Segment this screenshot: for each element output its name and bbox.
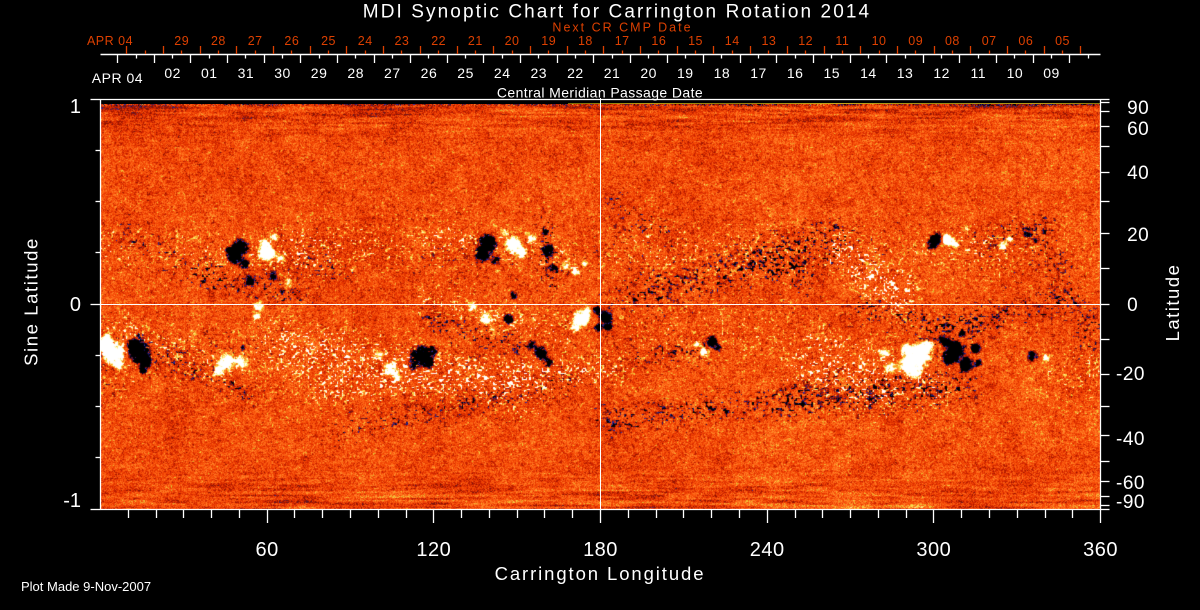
- svg-text:60: 60: [1116, 119, 1149, 140]
- svg-text:07: 07: [982, 34, 997, 48]
- svg-text:22: 22: [431, 34, 446, 48]
- svg-text:19: 19: [677, 65, 694, 81]
- svg-text:25: 25: [457, 65, 474, 81]
- svg-text:20: 20: [505, 34, 520, 48]
- svg-text:27: 27: [248, 34, 263, 48]
- svg-text:11: 11: [835, 34, 849, 48]
- svg-text:08: 08: [945, 34, 960, 48]
- svg-text:25: 25: [321, 34, 336, 48]
- svg-text:-90: -90: [1116, 492, 1145, 513]
- svg-text:23: 23: [394, 34, 409, 48]
- svg-text:16: 16: [787, 65, 804, 81]
- svg-text:28: 28: [347, 65, 364, 81]
- svg-text:13: 13: [761, 34, 776, 48]
- svg-text:10: 10: [1007, 65, 1024, 81]
- svg-text:23: 23: [531, 65, 548, 81]
- svg-text:180: 180: [583, 539, 618, 561]
- svg-text:29: 29: [311, 65, 328, 81]
- svg-text:APR 04: APR 04: [92, 70, 143, 86]
- svg-text:18: 18: [578, 34, 593, 48]
- svg-text:30: 30: [274, 65, 291, 81]
- svg-text:Sine Latitude: Sine Latitude: [21, 237, 42, 366]
- svg-text:APR 04: APR 04: [87, 34, 133, 48]
- svg-text:11: 11: [970, 65, 986, 81]
- svg-text:-60: -60: [1116, 473, 1145, 494]
- svg-text:17: 17: [750, 65, 767, 81]
- svg-text:-40: -40: [1116, 429, 1145, 450]
- svg-text:31: 31: [238, 65, 255, 81]
- svg-text:14: 14: [860, 65, 877, 81]
- svg-text:12: 12: [798, 34, 813, 48]
- svg-text:21: 21: [468, 34, 483, 48]
- svg-text:17: 17: [615, 34, 630, 48]
- svg-text:26: 26: [284, 34, 299, 48]
- svg-text:20: 20: [640, 65, 657, 81]
- svg-text:120: 120: [416, 539, 451, 561]
- svg-text:09: 09: [1043, 65, 1060, 81]
- svg-text:300: 300: [916, 539, 951, 561]
- svg-text:06: 06: [1018, 34, 1033, 48]
- svg-text:15: 15: [688, 34, 703, 48]
- svg-text:02: 02: [164, 65, 181, 81]
- svg-text:360: 360: [1083, 539, 1118, 561]
- svg-text:90: 90: [1116, 98, 1149, 119]
- svg-text:09: 09: [908, 34, 923, 48]
- svg-text:12: 12: [933, 65, 950, 81]
- svg-text:0: 0: [1116, 295, 1138, 316]
- svg-text:Latitude: Latitude: [1162, 264, 1183, 342]
- svg-text:29: 29: [174, 34, 189, 48]
- svg-text:0: 0: [70, 294, 81, 316]
- svg-text:15: 15: [823, 65, 840, 81]
- svg-text:240: 240: [750, 539, 785, 561]
- svg-text:20: 20: [1116, 225, 1149, 246]
- svg-text:27: 27: [384, 65, 401, 81]
- svg-text:Next CR CMP Date: Next CR CMP Date: [552, 21, 692, 35]
- svg-text:-20: -20: [1116, 364, 1145, 385]
- svg-text:60: 60: [256, 539, 279, 561]
- svg-text:24: 24: [358, 34, 373, 48]
- svg-text:18: 18: [714, 65, 731, 81]
- svg-text:10: 10: [872, 34, 887, 48]
- svg-text:-1: -1: [63, 490, 81, 512]
- svg-text:13: 13: [897, 65, 914, 81]
- svg-text:01: 01: [201, 65, 218, 81]
- svg-text:16: 16: [651, 34, 666, 48]
- svg-text:24: 24: [494, 65, 511, 81]
- svg-text:Central Meridian Passage Date: Central Meridian Passage Date: [497, 85, 703, 101]
- svg-text:28: 28: [211, 34, 226, 48]
- svg-text:19: 19: [541, 34, 556, 48]
- svg-text:MDI Synoptic Chart for Carring: MDI Synoptic Chart for Carrington Rotati…: [363, 2, 871, 23]
- svg-text:14: 14: [725, 34, 740, 48]
- svg-text:Carrington Longitude: Carrington Longitude: [495, 563, 706, 584]
- svg-text:22: 22: [567, 65, 584, 81]
- svg-text:Plot Made 9-Nov-2007: Plot Made 9-Nov-2007: [21, 579, 151, 594]
- svg-text:40: 40: [1116, 163, 1149, 184]
- svg-text:26: 26: [421, 65, 438, 81]
- svg-text:05: 05: [1055, 34, 1070, 48]
- svg-text:1: 1: [70, 96, 81, 118]
- svg-text:21: 21: [604, 65, 621, 81]
